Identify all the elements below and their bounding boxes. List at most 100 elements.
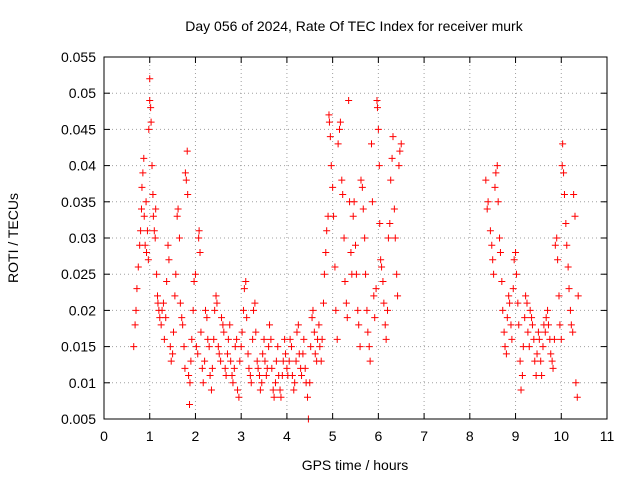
data-point: [391, 234, 399, 242]
x-tick-label: 5: [329, 428, 337, 444]
data-point: [170, 328, 178, 336]
data-point: [166, 343, 174, 351]
data-point: [493, 162, 501, 170]
data-point: [559, 140, 567, 148]
data-point: [218, 314, 226, 322]
data-point: [386, 220, 394, 228]
data-point: [160, 335, 168, 343]
data-point: [172, 270, 180, 278]
data-point: [234, 386, 242, 394]
data-point: [509, 285, 517, 293]
data-point: [500, 328, 508, 336]
data-point: [133, 285, 141, 293]
data-point: [212, 292, 220, 300]
data-point: [334, 140, 342, 148]
data-point: [143, 227, 151, 235]
y-axis-label: ROTI / TECUs: [5, 193, 21, 283]
data-point: [566, 306, 574, 314]
data-point: [562, 220, 570, 228]
data-point: [178, 314, 186, 322]
data-point: [269, 386, 277, 394]
data-point: [235, 393, 243, 401]
data-point: [567, 321, 575, 329]
data-point: [175, 234, 183, 242]
data-point: [174, 205, 182, 213]
data-point: [347, 248, 355, 256]
data-point: [361, 234, 369, 242]
data-point: [165, 256, 173, 264]
data-point: [279, 357, 287, 365]
data-point: [291, 379, 299, 387]
data-point: [271, 379, 279, 387]
data-point: [169, 350, 177, 358]
data-point: [203, 314, 211, 322]
chart-title: Day 056 of 2024, Rate Of TEC Index for r…: [185, 18, 523, 34]
data-point: [508, 335, 516, 343]
data-point: [222, 372, 230, 380]
data-point: [137, 205, 145, 213]
data-point: [151, 234, 159, 242]
data-point: [336, 118, 344, 126]
data-point: [374, 125, 382, 133]
data-point: [290, 386, 298, 394]
data-point: [244, 350, 252, 358]
data-point: [145, 125, 153, 133]
data-point: [238, 328, 246, 336]
data-point: [537, 357, 545, 365]
data-point: [553, 234, 561, 242]
data-point: [153, 270, 161, 278]
data-point: [179, 321, 187, 329]
data-point: [496, 248, 504, 256]
data-point: [286, 335, 294, 343]
data-point: [531, 357, 539, 365]
data-point: [373, 104, 381, 112]
data-point: [388, 154, 396, 162]
data-point: [396, 147, 404, 155]
data-point: [547, 350, 555, 358]
data-point: [499, 306, 507, 314]
data-point: [518, 372, 526, 380]
data-point: [524, 328, 532, 336]
data-point: [237, 343, 245, 351]
data-point: [521, 314, 529, 322]
data-point: [219, 321, 227, 329]
data-point: [550, 335, 558, 343]
data-point: [389, 133, 397, 141]
y-tick-label: 0.05: [69, 85, 96, 101]
data-point: [194, 350, 202, 358]
data-point: [144, 256, 152, 264]
data-point: [159, 299, 167, 307]
x-axis: 0 1 2 3 4 5 6 7 8 9 10 11: [100, 57, 614, 444]
data-point: [523, 299, 531, 307]
data-point: [560, 191, 568, 199]
data-point: [220, 328, 228, 336]
data-point: [140, 154, 148, 162]
data-point: [137, 227, 145, 235]
data-point: [242, 277, 250, 285]
data-point: [554, 256, 562, 264]
data-point: [206, 372, 214, 380]
y-axis: 0.005 0.01 0.015 0.02 0.025 0.03 0.035 0.04 0.04…: [61, 49, 607, 427]
data-point: [339, 191, 347, 199]
data-point: [181, 169, 189, 177]
data-point: [343, 314, 351, 322]
data-point: [375, 162, 383, 170]
data-point: [542, 314, 550, 322]
data-point: [152, 205, 160, 213]
data-point: [142, 198, 150, 206]
data-point: [332, 306, 340, 314]
data-point: [148, 162, 156, 170]
data-point: [319, 299, 327, 307]
data-point: [390, 205, 398, 213]
data-point: [574, 292, 582, 300]
x-tick-label: 2: [192, 428, 200, 444]
data-point: [315, 321, 323, 329]
data-point: [354, 306, 362, 314]
data-point: [293, 328, 301, 336]
data-point: [512, 248, 520, 256]
data-point: [149, 212, 157, 220]
data-point: [482, 176, 490, 184]
data-point: [188, 335, 196, 343]
data-point: [544, 321, 552, 329]
data-point: [213, 299, 221, 307]
